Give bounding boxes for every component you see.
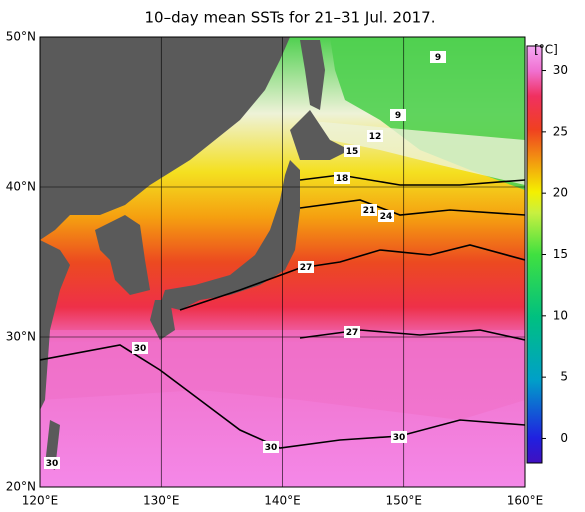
contour-label: 12 <box>369 132 382 142</box>
contour-label-box <box>344 145 360 157</box>
title: 10–day mean SSTs for 21–31 Jul. 2017. <box>145 9 436 27</box>
colorbar-tick-label: 15 <box>553 247 568 261</box>
contour-line <box>179 267 301 311</box>
map-frame <box>39 36 526 488</box>
contour-label-box <box>361 204 377 216</box>
map-area <box>40 37 525 487</box>
contour-label: 15 <box>346 147 359 157</box>
contour-line <box>299 199 525 216</box>
colorbar-tick-label: 30 <box>553 63 568 77</box>
colorbar-tick-label: 10 <box>553 308 568 322</box>
lon-tick-label: 150°E <box>386 494 423 508</box>
contour-label-box <box>263 441 279 453</box>
colorbar-label: [°C] <box>534 43 558 57</box>
land <box>290 110 350 160</box>
mixed-water <box>300 120 525 185</box>
contour-line <box>299 174 525 186</box>
contour-label-box <box>344 326 360 338</box>
colorbar-tick-label: 5 <box>560 370 568 384</box>
contour-label-box <box>390 109 406 121</box>
lon-tick-label: 120°E <box>22 494 59 508</box>
contour-label: 21 <box>363 206 376 216</box>
land <box>40 37 290 240</box>
contour-label: 30 <box>46 459 59 469</box>
land <box>300 40 325 110</box>
colorbar-tick-label: 0 <box>560 431 568 445</box>
contour-label-box <box>378 210 394 222</box>
colorbar-tick-label: 20 <box>553 186 568 200</box>
land <box>160 160 300 310</box>
contour-label: 27 <box>300 263 313 273</box>
lat-tick-label: 40°N <box>6 180 36 194</box>
contour-label-box <box>334 172 350 184</box>
lat-tick-label: 20°N <box>6 480 36 494</box>
contour-label: 27 <box>346 328 359 338</box>
lon-tick-label: 130°E <box>143 494 180 508</box>
contour-label-box <box>298 261 314 273</box>
colorbar-tick-label: 25 <box>553 124 568 138</box>
contour-label: 30 <box>265 443 278 453</box>
contour-label-box <box>367 130 383 142</box>
contour-line <box>299 244 525 269</box>
contour-label-box <box>44 457 60 469</box>
contour-line <box>40 344 525 449</box>
contour-label: 9 <box>435 53 441 63</box>
land <box>40 240 70 410</box>
contour-label-box <box>430 51 446 63</box>
land <box>150 300 175 340</box>
contour-label-box <box>391 431 407 443</box>
lat-tick-label: 50°N <box>6 30 36 44</box>
lat-tick-label: 30°N <box>6 330 36 344</box>
colorbar <box>526 45 543 464</box>
contour-label: 24 <box>380 212 393 222</box>
contour-label: 9 <box>395 111 401 121</box>
contour-label: 30 <box>134 344 147 354</box>
contour-line <box>299 329 525 341</box>
contour-label: 18 <box>336 174 349 184</box>
contour-label-box <box>132 342 148 354</box>
land <box>95 215 150 295</box>
contour-label: 30 <box>393 433 406 443</box>
lon-tick-label: 160°E <box>507 494 544 508</box>
lon-tick-label: 140°E <box>264 494 301 508</box>
